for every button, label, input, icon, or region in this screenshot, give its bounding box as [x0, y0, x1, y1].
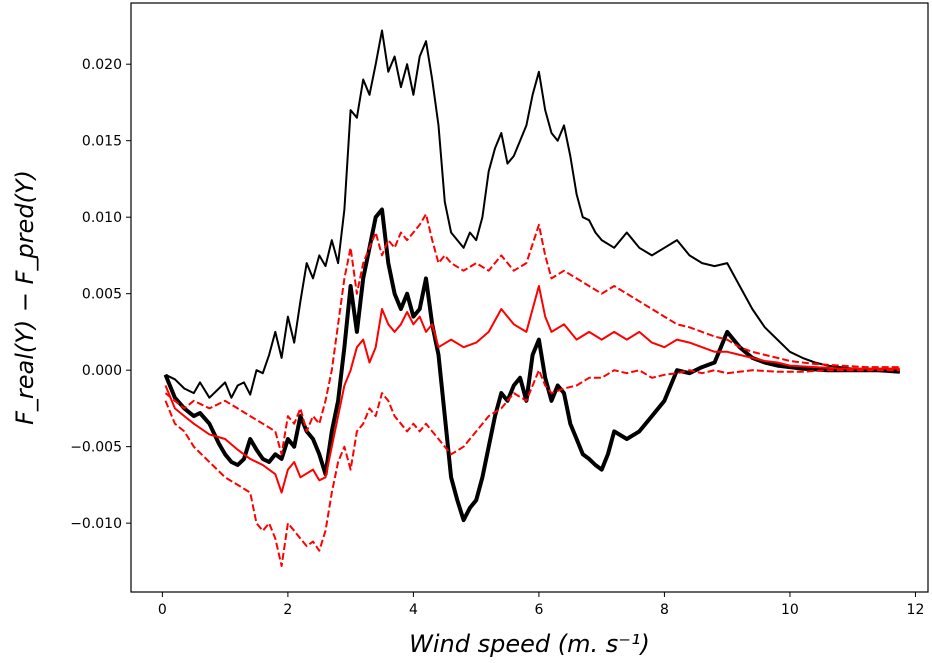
- x-tick-label: 0: [158, 602, 167, 618]
- series-line-4: [164, 213, 900, 456]
- y-axis-label: F_real(Y) − F_pred(Y): [11, 170, 39, 425]
- y-tick-label: 0.005: [82, 287, 122, 303]
- series-layer: [163, 29, 900, 567]
- x-tick-label: 8: [660, 602, 669, 618]
- x-axis-label: Wind speed (m. s⁻¹): [409, 630, 650, 658]
- x-tick-label: 10: [781, 602, 799, 618]
- x-tick-label: 2: [283, 602, 292, 618]
- series-line-1: [165, 29, 900, 399]
- y-tick-label: 0.010: [82, 210, 122, 226]
- series-line-5: [164, 369, 900, 567]
- series-line-3: [164, 285, 900, 494]
- x-tick-label: 12: [907, 602, 925, 618]
- y-tick-label: 0.020: [82, 57, 122, 73]
- plot-frame: [130, 2, 929, 593]
- x-tick-label: 6: [534, 602, 543, 618]
- y-tick-label: 0.015: [82, 134, 122, 150]
- series-line-2: [163, 207, 900, 523]
- y-tick-label: −0.005: [70, 440, 122, 456]
- ticks-layer: 0 2 4 6 8 10 12 −0.010 −0.005 0.000 0.005 0.010 0.01…: [70, 57, 924, 618]
- y-tick-label: −0.010: [70, 516, 122, 532]
- x-tick-label: 4: [409, 602, 418, 618]
- y-tick-label: 0.000: [82, 363, 122, 379]
